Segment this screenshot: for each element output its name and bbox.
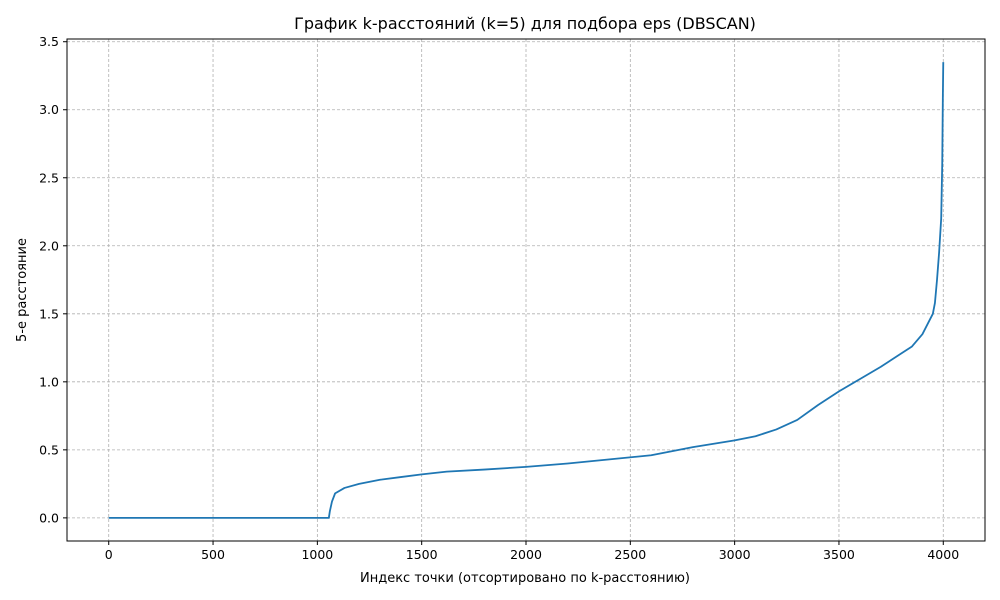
y-tick-label: 3.5 <box>39 34 59 49</box>
x-tick-label: 500 <box>201 547 225 562</box>
x-tick-label: 1000 <box>301 547 333 562</box>
y-tick-label: 3.0 <box>39 102 59 117</box>
y-axis: 0.0 0.5 1.0 1.5 2.0 2.5 3.0 3.5 <box>39 34 67 525</box>
x-tick-label: 2500 <box>614 547 646 562</box>
x-axis: 0 500 1000 1500 2000 2500 3000 3500 4000 <box>105 541 959 562</box>
x-tick-label: 4000 <box>927 547 959 562</box>
x-tick-label: 3500 <box>823 547 855 562</box>
y-tick-label: 2.5 <box>39 170 59 185</box>
chart-title: График k-расстояний (k=5) для подбора ep… <box>294 14 756 33</box>
x-tick-label: 2000 <box>510 547 542 562</box>
x-tick-label: 1500 <box>406 547 438 562</box>
y-tick-label: 1.0 <box>39 374 59 389</box>
y-tick-label: 1.5 <box>39 306 59 321</box>
x-axis-label: Индекс точки (отсортировано по k-расстоя… <box>360 571 690 586</box>
plot-area <box>108 62 945 519</box>
x-tick-label: 3000 <box>719 547 751 562</box>
series-line <box>108 62 945 519</box>
y-tick-label: 2.0 <box>39 238 59 253</box>
y-tick-label: 0.0 <box>39 510 59 525</box>
y-axis-label: 5-е расстояние <box>15 238 30 342</box>
x-tick-label: 0 <box>105 547 113 562</box>
grid <box>67 39 985 541</box>
y-tick-label: 0.5 <box>39 442 59 457</box>
